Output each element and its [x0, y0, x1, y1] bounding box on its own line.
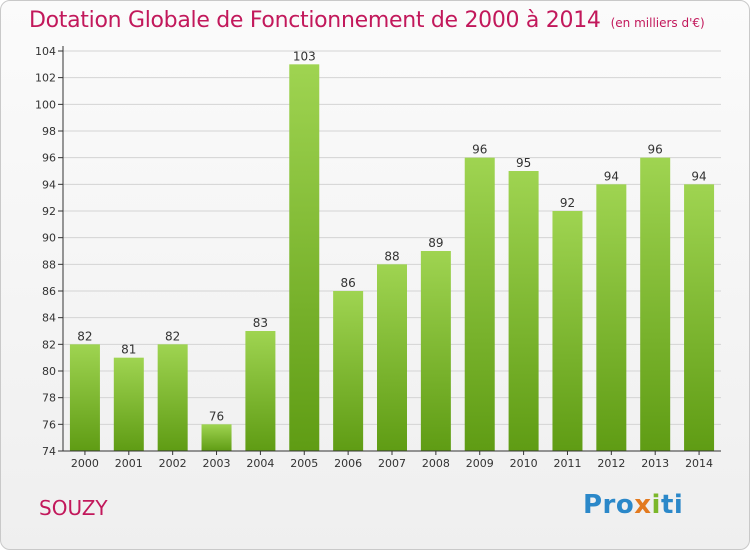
data-label: 89: [428, 236, 443, 250]
y-tick-label: 90: [42, 232, 56, 245]
x-tick-label: 2010: [510, 457, 538, 470]
data-label: 82: [165, 329, 180, 343]
y-tick-label: 86: [42, 285, 56, 298]
data-label: 88: [384, 249, 399, 263]
data-label: 94: [691, 169, 706, 183]
bar: [684, 184, 715, 452]
y-tick-label: 88: [42, 258, 56, 271]
bar: [289, 64, 320, 452]
bar: [377, 264, 407, 451]
logo-part-4: ti: [660, 490, 684, 520]
logo-part-2: x: [634, 490, 652, 520]
data-label: 76: [209, 409, 224, 423]
x-tick-label: 2001: [115, 457, 143, 470]
bar: [157, 344, 188, 451]
y-tick-label: 98: [42, 125, 56, 138]
labels: 74 76 78 80 82 84 86 88 90 92 94 96 98 100 102 104 82 200…: [35, 45, 713, 470]
x-tick-label: 2002: [159, 457, 187, 470]
proxiti-logo: Proxiti: [583, 490, 683, 520]
x-tick-label: 2006: [334, 457, 362, 470]
data-label: 94: [604, 169, 619, 183]
y-tick-label: 92: [42, 205, 56, 218]
y-tick-label: 78: [42, 392, 56, 405]
x-tick-label: 2003: [203, 457, 231, 470]
x-tick-label: 2011: [553, 457, 581, 470]
bar: [420, 251, 451, 451]
y-tick-label: 100: [35, 98, 56, 111]
y-tick-label: 84: [42, 312, 56, 325]
y-tick-label: 74: [42, 445, 56, 458]
bar: [201, 424, 232, 451]
x-tick-label: 2000: [71, 457, 99, 470]
x-tick-label: 2014: [685, 457, 713, 470]
y-tick-label: 102: [35, 72, 56, 85]
data-label: 86: [340, 276, 355, 290]
x-tick-label: 2007: [378, 457, 406, 470]
x-tick-label: 2005: [290, 457, 318, 470]
x-tick-label: 2013: [641, 457, 669, 470]
chart-title: Dotation Globale de Fonctionnement de 20…: [29, 8, 705, 33]
data-label: 95: [516, 156, 531, 170]
y-tick-label: 94: [42, 178, 56, 191]
y-tick-label: 104: [35, 45, 56, 58]
y-tick-label: 82: [42, 338, 56, 351]
bar: [596, 184, 627, 452]
chart-subtitle: (en milliers d'€): [610, 16, 705, 30]
data-label: 103: [293, 49, 316, 63]
bars: [69, 64, 715, 452]
chart-title-text: Dotation Globale de Fonctionnement de 20…: [29, 8, 601, 33]
bar: [69, 344, 100, 451]
bar: [333, 291, 364, 451]
y-tick-label: 96: [42, 152, 56, 165]
logo-part-1: Pro: [583, 490, 635, 520]
x-tick-label: 2012: [597, 457, 625, 470]
bar: [245, 331, 276, 451]
data-label: 81: [121, 343, 136, 357]
data-label: 92: [560, 196, 575, 210]
data-label: 82: [77, 329, 92, 343]
bar: [640, 157, 671, 451]
data-label: 83: [253, 316, 268, 330]
bar: [552, 211, 583, 451]
data-label: 96: [648, 143, 663, 157]
y-tick-label: 80: [42, 365, 56, 378]
bar: [508, 171, 539, 451]
commune-name: SOUZY: [39, 496, 108, 520]
y-tick-label: 76: [42, 418, 56, 431]
logo-part-3: i: [651, 490, 661, 520]
x-tick-label: 2004: [246, 457, 274, 470]
axes: [58, 46, 721, 455]
bar: [113, 357, 144, 451]
data-label: 96: [472, 143, 487, 157]
x-tick-label: 2008: [422, 457, 450, 470]
bar: [464, 157, 495, 451]
x-tick-label: 2009: [466, 457, 494, 470]
